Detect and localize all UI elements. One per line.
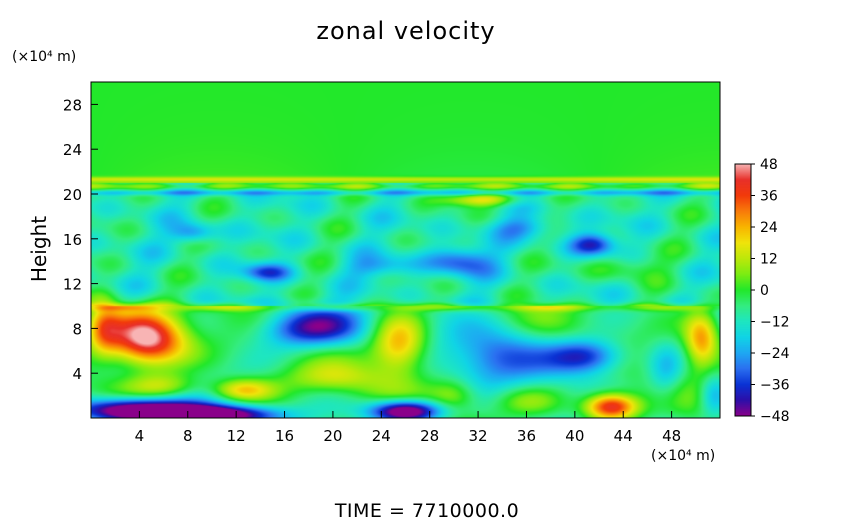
- y-tick-label: 28: [63, 96, 82, 114]
- x-tick-label: 4: [135, 427, 145, 445]
- x-tick-label: 40: [565, 427, 584, 445]
- y-tick-label: 8: [72, 320, 82, 338]
- time-footer: TIME = 7710000.0: [334, 500, 519, 519]
- y-tick-label: 4: [72, 365, 82, 383]
- colorbar-tick-label: 36: [760, 189, 778, 205]
- colorbar-ticks: 48 36 24 12 0 −12 −24 −36 −48: [751, 157, 790, 425]
- colorbar-tick-label: 12: [760, 252, 778, 268]
- x-tick-label: 48: [662, 427, 681, 445]
- colorbar-tick-label: −12: [760, 315, 790, 331]
- y-tick-label: 16: [63, 231, 82, 249]
- x-tick-label: 8: [183, 427, 193, 445]
- heatmap-field: [91, 82, 720, 418]
- colorbar-tick-label: −36: [760, 378, 790, 394]
- x-tick-label: 44: [614, 427, 633, 445]
- x-unit-label: (×10⁴ m): [651, 448, 715, 464]
- y-tick-label: 12: [63, 276, 82, 294]
- x-tick-label: 28: [420, 427, 439, 445]
- x-axis: 4 8 12 16 20 24 28 32 36 40 44 48: [135, 411, 681, 445]
- y-tick-label: 24: [63, 141, 82, 159]
- y-axis-label: Height: [27, 216, 51, 282]
- y-axis: 4 8 12 16 20 24 28: [63, 96, 98, 383]
- plot-frame: [90, 81, 721, 419]
- x-tick-label: 24: [372, 427, 391, 445]
- colorbar-tick-label: −24: [760, 346, 790, 362]
- colorbar-tick-label: 24: [760, 220, 778, 236]
- colorbar-tick-label: 0: [760, 283, 769, 299]
- colorbar-tick-label: 48: [760, 157, 778, 173]
- colorbar-gradient: [735, 164, 751, 416]
- colorbar-tick-label: −48: [760, 409, 790, 425]
- colorbar: 48 36 24 12 0 −12 −24 −36 −48: [734, 157, 790, 425]
- x-tick-label: 16: [275, 427, 294, 445]
- x-tick-label: 12: [227, 427, 246, 445]
- y-unit-label: (×10⁴ m): [12, 49, 76, 65]
- chart-title: zonal velocity: [316, 17, 495, 45]
- x-tick-label: 32: [469, 427, 488, 445]
- heatmap-image: [91, 82, 720, 418]
- x-tick-label: 20: [323, 427, 342, 445]
- y-tick-label: 20: [63, 186, 82, 204]
- x-tick-label: 36: [517, 427, 536, 445]
